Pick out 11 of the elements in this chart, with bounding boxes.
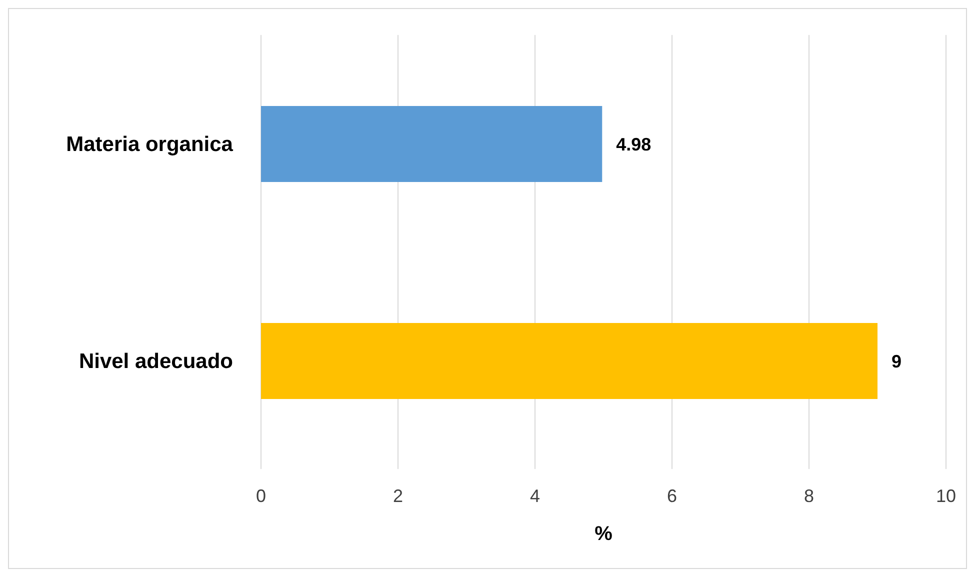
data-label: 4.98: [616, 134, 652, 154]
x-tick-label: 6: [666, 486, 678, 506]
data-label: 9: [892, 351, 902, 372]
x-tick-label: 2: [392, 486, 404, 506]
x-tick-label: 10: [936, 486, 956, 506]
y-tick-label: Materia organica: [66, 132, 234, 156]
x-axis-title: %: [594, 523, 613, 545]
x-tick-label: 4: [530, 486, 540, 506]
x-tick-label: 0: [256, 486, 266, 506]
x-tick-label: 8: [804, 486, 814, 506]
y-tick-label: Nivel adecuado: [78, 350, 233, 373]
